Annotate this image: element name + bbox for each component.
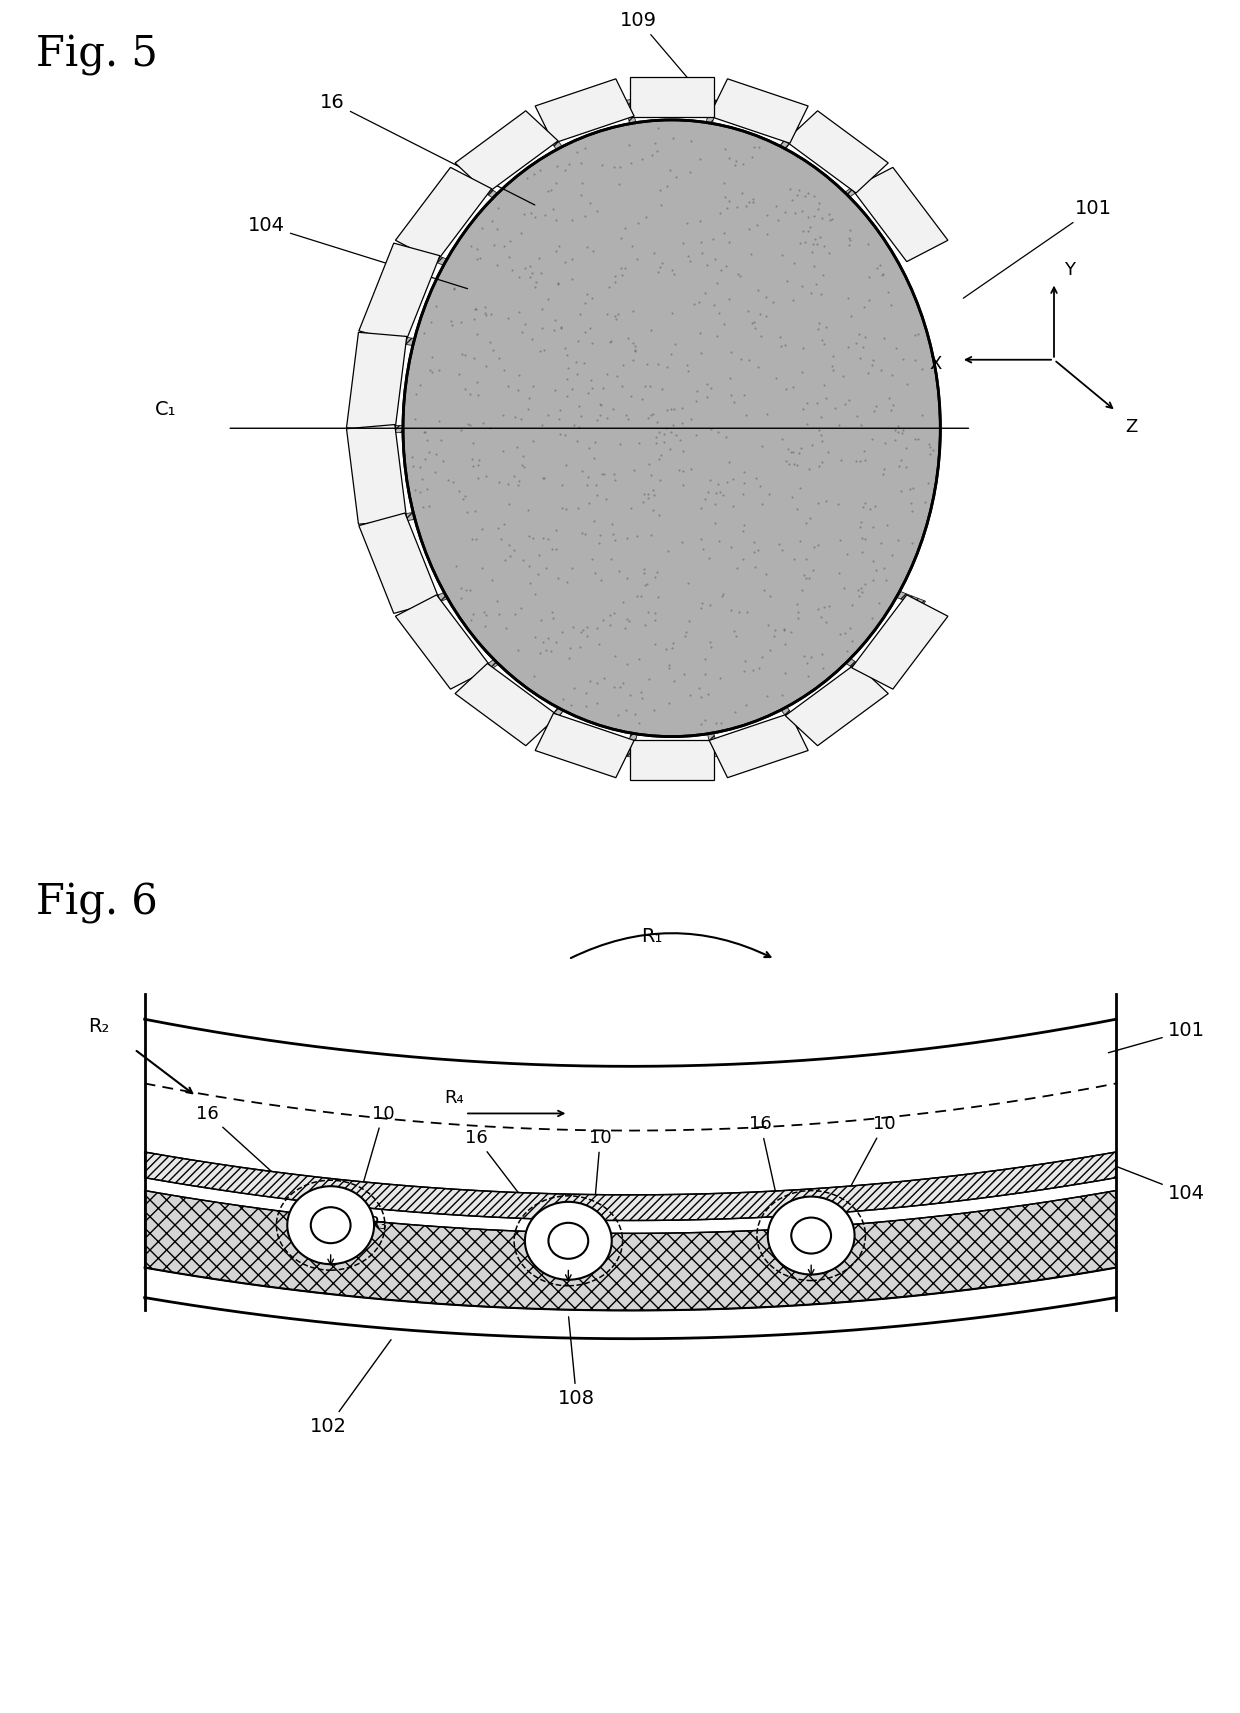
Polygon shape	[358, 512, 440, 613]
Ellipse shape	[288, 1185, 374, 1264]
Polygon shape	[536, 713, 634, 778]
Ellipse shape	[525, 1203, 611, 1280]
Text: Y: Y	[1064, 260, 1075, 279]
Text: 108: 108	[558, 1317, 595, 1408]
Polygon shape	[625, 733, 637, 757]
Polygon shape	[145, 1151, 1116, 1220]
Polygon shape	[780, 127, 801, 149]
Text: 101: 101	[1109, 1021, 1205, 1053]
Text: R₁: R₁	[641, 927, 662, 946]
Polygon shape	[418, 248, 446, 266]
Polygon shape	[897, 591, 925, 608]
Polygon shape	[543, 707, 563, 730]
Ellipse shape	[403, 120, 940, 737]
Polygon shape	[542, 127, 562, 149]
Text: 104: 104	[248, 216, 467, 289]
Polygon shape	[844, 178, 872, 197]
Polygon shape	[852, 594, 947, 689]
Polygon shape	[374, 425, 403, 433]
Text: 16: 16	[196, 1105, 296, 1194]
Text: 10: 10	[361, 1105, 394, 1192]
Polygon shape	[624, 99, 636, 123]
Polygon shape	[706, 99, 718, 123]
Polygon shape	[455, 663, 558, 745]
Polygon shape	[785, 111, 888, 194]
Polygon shape	[358, 243, 440, 344]
Text: Z: Z	[1126, 418, 1137, 435]
Text: R₃: R₃	[367, 1216, 387, 1233]
Text: Fig. 6: Fig. 6	[36, 882, 157, 925]
Text: 10: 10	[842, 1115, 895, 1204]
Polygon shape	[536, 79, 634, 144]
Polygon shape	[396, 594, 491, 689]
Text: C₁: C₁	[155, 401, 176, 420]
Text: Fig. 5: Fig. 5	[36, 34, 157, 77]
Text: X: X	[929, 355, 941, 373]
Polygon shape	[708, 733, 719, 757]
Polygon shape	[396, 168, 491, 262]
Text: 16: 16	[749, 1115, 777, 1203]
Polygon shape	[630, 740, 714, 779]
Polygon shape	[846, 658, 872, 678]
Text: 109: 109	[620, 10, 722, 118]
Text: 101: 101	[963, 199, 1112, 298]
Text: 16: 16	[320, 93, 534, 206]
Text: R₂: R₂	[88, 1018, 109, 1036]
Ellipse shape	[791, 1218, 831, 1254]
Text: 10: 10	[589, 1129, 611, 1213]
Polygon shape	[346, 425, 407, 524]
Ellipse shape	[548, 1223, 588, 1259]
Polygon shape	[630, 77, 714, 116]
Text: 104: 104	[1109, 1163, 1205, 1203]
Polygon shape	[709, 713, 808, 778]
Polygon shape	[455, 111, 558, 194]
Polygon shape	[386, 512, 415, 524]
Polygon shape	[852, 168, 947, 262]
Text: 16: 16	[465, 1129, 534, 1213]
Polygon shape	[785, 663, 888, 745]
Ellipse shape	[311, 1208, 351, 1244]
Polygon shape	[386, 334, 414, 346]
Text: R₄: R₄	[444, 1089, 464, 1107]
Polygon shape	[471, 178, 497, 199]
Text: 102: 102	[310, 1340, 391, 1435]
Polygon shape	[419, 593, 448, 608]
Polygon shape	[472, 660, 498, 678]
Polygon shape	[346, 332, 407, 432]
Ellipse shape	[768, 1197, 854, 1274]
Polygon shape	[145, 1191, 1116, 1310]
Polygon shape	[781, 707, 802, 730]
Polygon shape	[709, 79, 808, 144]
